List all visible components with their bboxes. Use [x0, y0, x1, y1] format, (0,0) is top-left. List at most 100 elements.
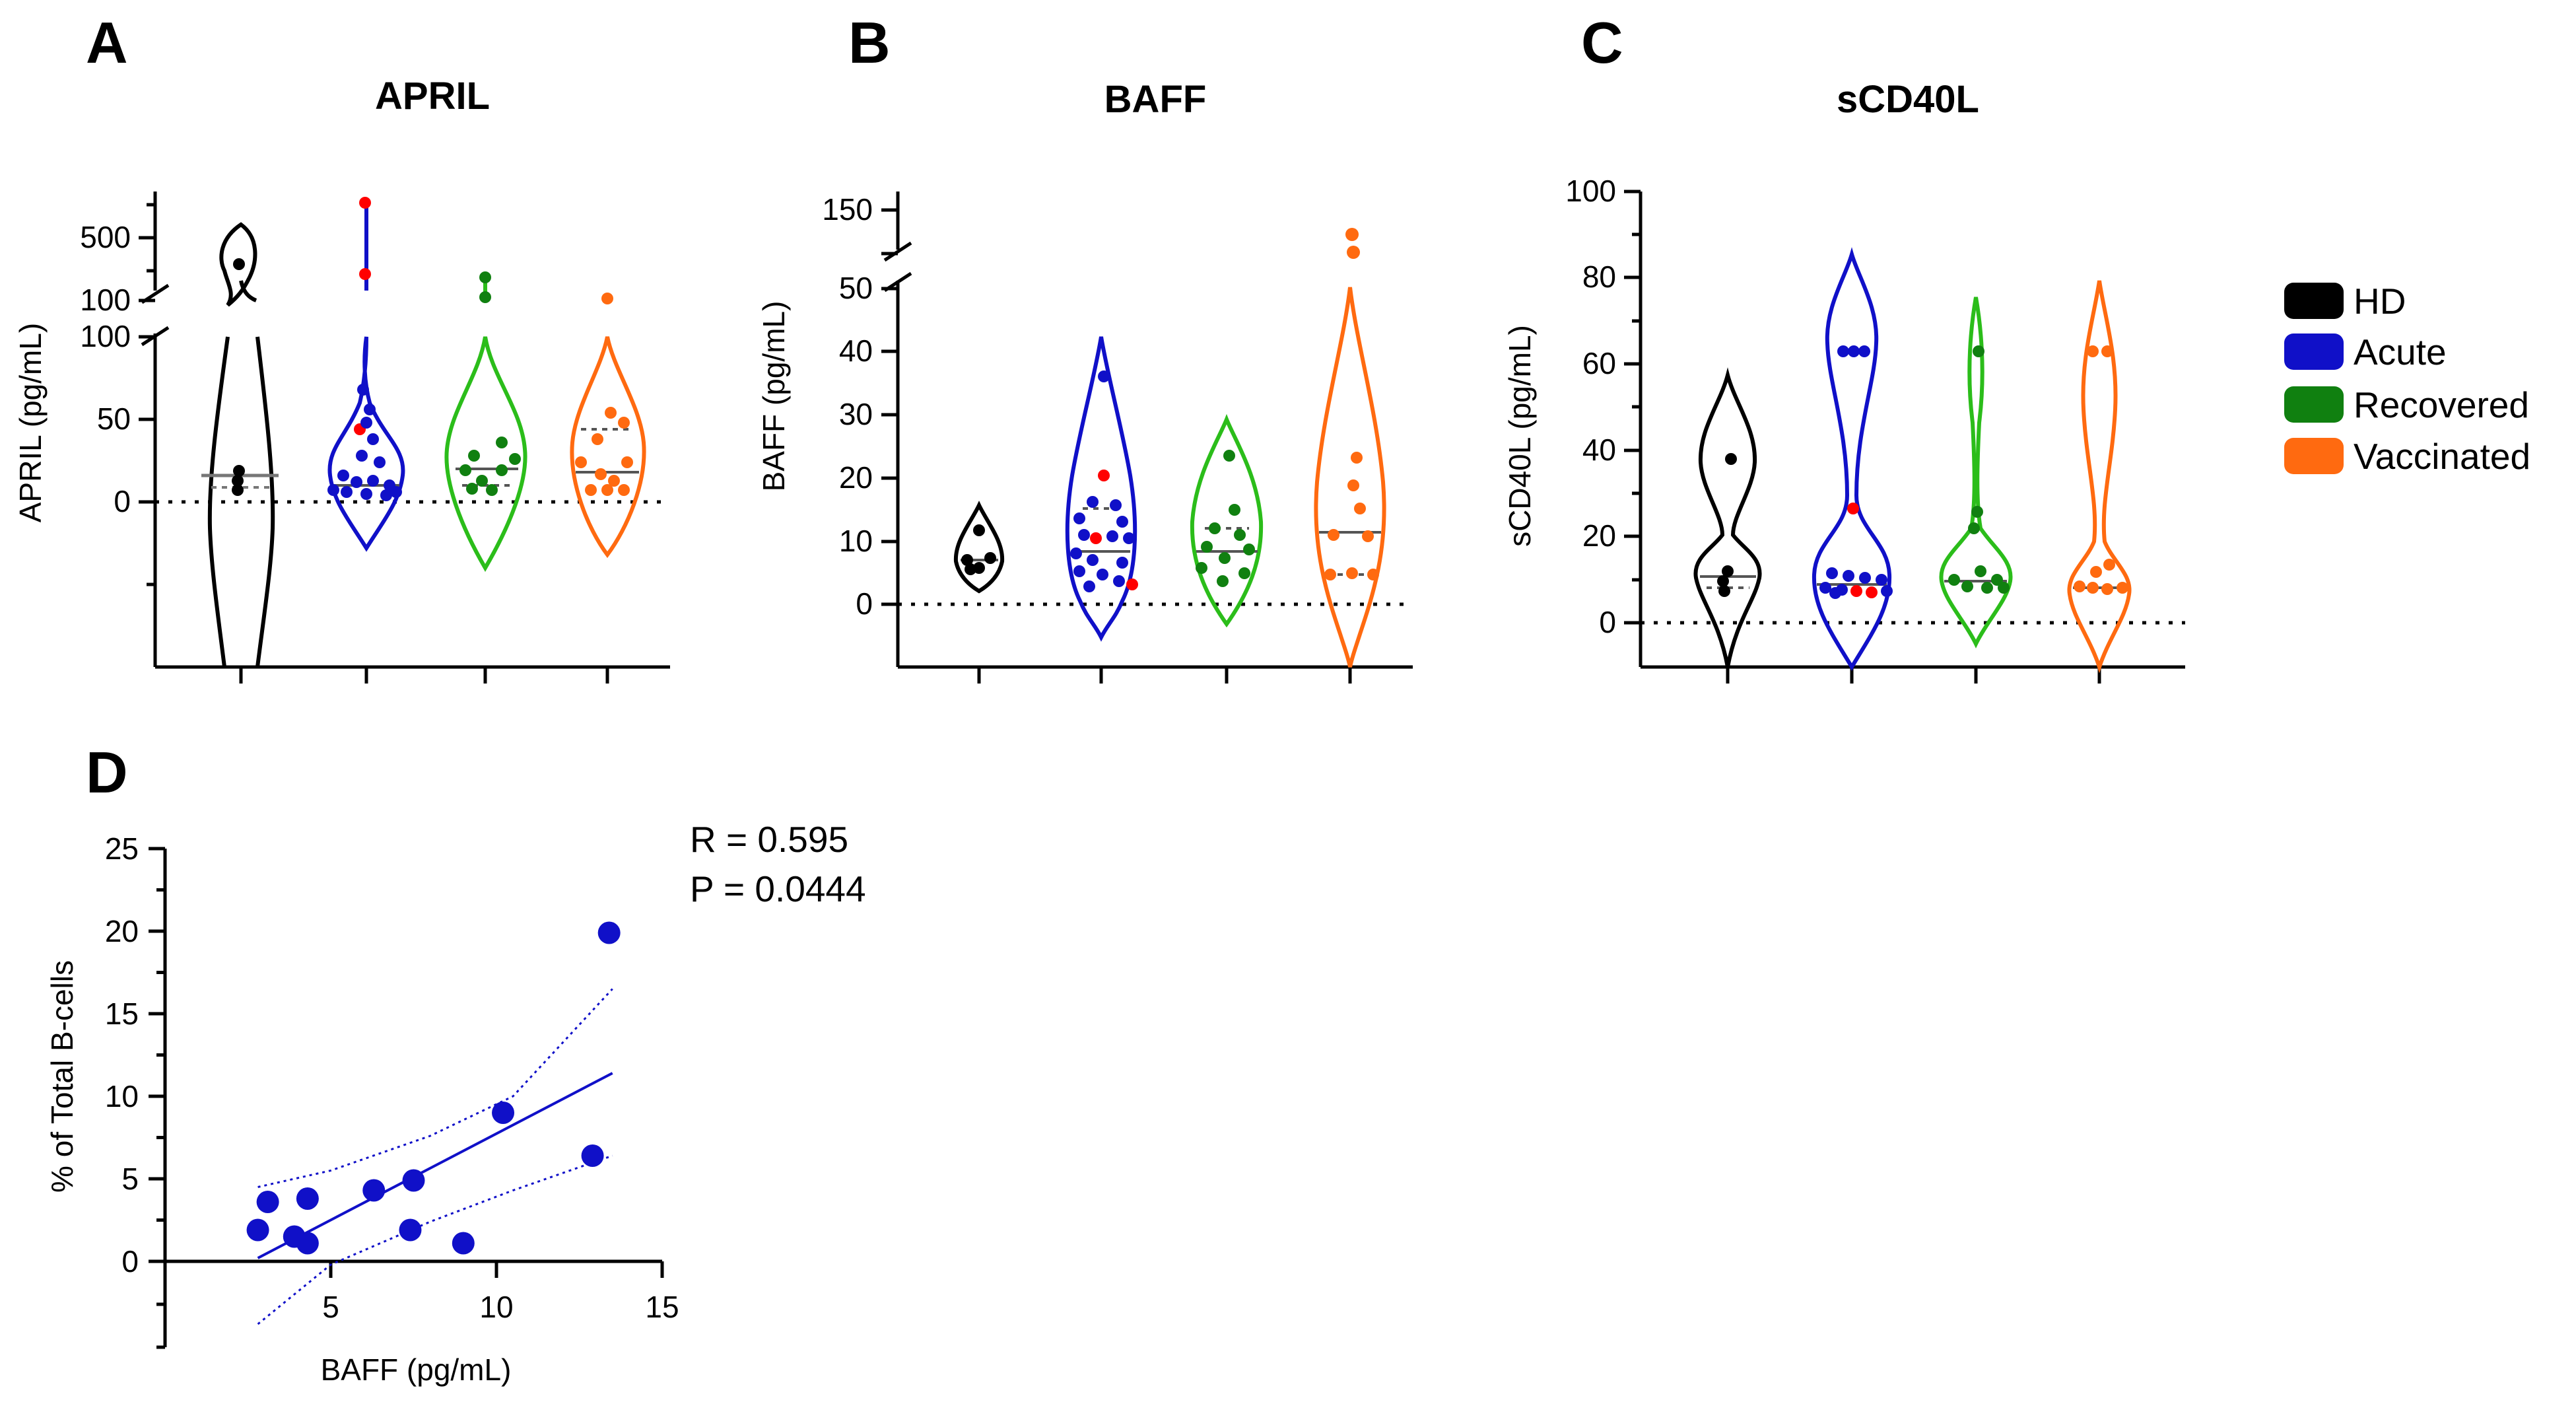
baff-acute-highlight-point: [1126, 579, 1138, 590]
april-hd-point: [233, 258, 245, 270]
correlation-r-value: R = 0.595: [690, 819, 848, 860]
april-hd-violin-upper: [219, 222, 257, 307]
scd40l-recovered-point: [1973, 345, 1984, 357]
baff-acute-highlight-point: [1090, 532, 1102, 544]
scd40l-vaccinated-point: [2101, 583, 2113, 595]
scd40l-acute-point: [1859, 572, 1871, 584]
baff-vaccinated-point: [1362, 530, 1374, 542]
baff-hd-point: [984, 552, 996, 564]
legend-swatch-hd: [2284, 283, 2344, 319]
scd40l-acute-point: [1819, 582, 1831, 594]
panel-d: D % of Total B-cells BAFF (pg/mL) 0 5 10 15…: [45, 740, 866, 1387]
baff-vaccinated-point: [1347, 246, 1360, 259]
baff-recovered-point: [1201, 541, 1213, 553]
baff-axis-break-mark: [883, 241, 912, 262]
panel-letter-a: A: [86, 10, 128, 75]
baff-acute-point: [1116, 516, 1128, 528]
april-hd-point: [232, 484, 244, 496]
baff-y-tick-label: 10: [839, 524, 873, 558]
scd40l-hd-point: [1725, 453, 1737, 465]
baff-hd-point: [973, 524, 985, 536]
panel-c: C sCD40L sCD40L (pg/mL) 100 80 60 40 20 …: [1503, 10, 2185, 684]
correlation-p-value: P = 0.0444: [690, 868, 866, 909]
april-recovered-point: [509, 453, 521, 465]
baff-acute-point: [1097, 569, 1108, 580]
scd40l-hd-point: [1717, 575, 1729, 587]
baff-acute-point: [1083, 580, 1095, 592]
april-acute-point: [380, 489, 392, 501]
scd40l-y-ticks: [1624, 190, 1641, 625]
april-y-tick-labels: 500 100 100 50 0: [80, 220, 131, 518]
baff-hd-violin: [953, 501, 1005, 594]
scd40l-y-tick-label: 0: [1599, 605, 1616, 639]
april-acute-point: [360, 488, 372, 500]
scd40l-y-axis-label: sCD40L (pg/mL): [1503, 325, 1537, 547]
april-y-tick-label: 50: [97, 402, 131, 436]
scatter-point: [597, 921, 621, 944]
april-acute-highlight-point: [359, 197, 371, 209]
april-vaccinated-point: [605, 407, 617, 419]
baff-vaccinated-point: [1354, 503, 1366, 514]
april-acute-point: [341, 486, 353, 498]
scatter-y-tick-label: 5: [121, 1162, 139, 1196]
scatter-point: [296, 1232, 319, 1255]
baff-vaccinated-point: [1346, 567, 1358, 579]
april-recovered-violin: [444, 277, 527, 572]
baff-recovered-point: [1238, 567, 1250, 579]
scd40l-acute-violin: [1812, 247, 1892, 671]
baff-recovered-point: [1223, 450, 1235, 462]
scatter-regression-line: [257, 1072, 613, 1259]
scd40l-acute-point: [1876, 574, 1887, 586]
scd40l-vaccinated-violin: [2067, 280, 2132, 674]
scd40l-acute-highlight-point: [1847, 503, 1859, 514]
scd40l-hd-point: [1722, 565, 1734, 577]
baff-y-tick-labels: 150 50 40 30 20 10 0: [822, 192, 873, 621]
april-y-axis-label: APRIL (pg/mL): [13, 323, 48, 523]
scd40l-recovered-point: [1998, 582, 2010, 594]
scd40l-y-tick-label: 20: [1582, 518, 1616, 553]
scatter-point: [256, 1191, 279, 1213]
scd40l-acute-point: [1829, 587, 1841, 599]
scatter-y-tick-label: 15: [105, 997, 139, 1031]
baff-acute-point: [1073, 565, 1085, 577]
april-recovered-point: [486, 484, 498, 496]
scd40l-recovered-point: [1991, 574, 2003, 586]
april-acute-point: [367, 475, 379, 487]
april-vaccinated-point: [601, 484, 613, 496]
baff-title: BAFF: [1104, 78, 1207, 121]
april-recovered-point: [466, 483, 478, 495]
baff-vaccinated-violin: [1314, 287, 1386, 668]
legend-label-vaccinated: Vaccinated: [2354, 436, 2530, 477]
baff-recovered-point: [1219, 552, 1231, 564]
scd40l-vaccinated-point: [2103, 559, 2115, 571]
april-recovered-point: [496, 464, 508, 476]
legend-swatch-acute: [2284, 333, 2344, 370]
baff-y-tick-label: 20: [839, 460, 873, 495]
scd40l-points: [1717, 345, 2128, 599]
baff-recovered-point: [1229, 504, 1240, 516]
april-acute-point: [364, 404, 376, 415]
april-recovered-point: [476, 475, 488, 487]
scatter-regression: [257, 1072, 613, 1259]
baff-recovered-point: [1243, 544, 1255, 555]
scatter-x-tick-label: 5: [322, 1290, 339, 1324]
baff-acute-point: [1106, 530, 1118, 542]
baff-vaccinated-point: [1324, 569, 1336, 580]
baff-recovered-violin: [1190, 413, 1264, 628]
april-acute-point: [327, 484, 339, 496]
scatter-ci-upper: [257, 988, 613, 1188]
panel-letter-c: C: [1581, 10, 1623, 75]
scatter-point: [362, 1179, 386, 1202]
april-acute-point: [360, 417, 372, 429]
scatter-y-tick-label: 25: [105, 831, 139, 866]
scd40l-y-tick-labels: 100 80 60 40 20 0: [1565, 174, 1616, 639]
baff-hd-point: [965, 563, 976, 575]
scd40l-recovered-point: [1968, 522, 1980, 534]
legend-label-recovered: Recovered: [2354, 384, 2529, 425]
april-points: [232, 197, 633, 501]
scatter-point: [246, 1218, 269, 1242]
scd40l-hd-point: [1718, 585, 1730, 597]
scatter-points: [246, 921, 621, 1255]
scd40l-acute-point: [1848, 345, 1860, 357]
scatter-ci-lower: [257, 1154, 613, 1325]
